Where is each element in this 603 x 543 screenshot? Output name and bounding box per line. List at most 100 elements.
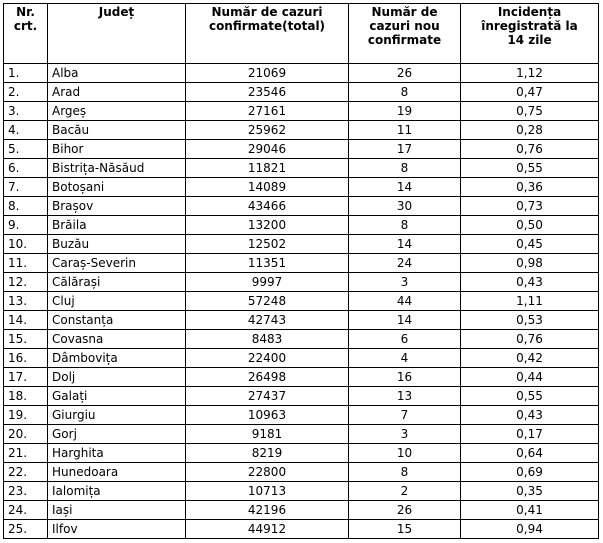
table-cell: 42196 xyxy=(185,500,349,520)
table-cell: 10713 xyxy=(185,481,349,501)
table-cell: 10963 xyxy=(185,405,349,425)
table-row: 5. Bihor 29046 17 0,76 xyxy=(3,139,599,159)
table-cell: 25962 xyxy=(185,120,349,140)
table-cell: 8 xyxy=(348,82,461,102)
table-row: 6. Bistrița-Năsăud 11821 8 0,55 xyxy=(3,158,599,178)
table-cell: 3 xyxy=(348,272,461,292)
table-row: 15. Covasna 8483 6 0,76 xyxy=(3,329,599,349)
table-row: 11. Caraș-Severin 11351 24 0,98 xyxy=(3,253,599,273)
header-text: confirmate(total) xyxy=(208,19,326,33)
table-cell: 8 xyxy=(348,215,461,235)
header-text: cazuri nou xyxy=(369,19,440,33)
table-row: 23. Ialomița 10713 2 0,35 xyxy=(3,481,599,501)
table-cell: 26 xyxy=(348,500,461,520)
table-cell: 8483 xyxy=(185,329,349,349)
table-cell: 6. xyxy=(3,158,48,178)
header-cell: Județ xyxy=(47,3,186,64)
table-row: 8. Brașov 43466 30 0,73 xyxy=(3,196,599,216)
table-cell: Dâmbovița xyxy=(47,348,186,368)
table-cell: 14 xyxy=(348,234,461,254)
table-body: 1. Alba 21069 26 1,12 2. Arad 23546 8 0,47 3. Argeș… xyxy=(3,63,599,539)
table-cell: 5. xyxy=(3,139,48,159)
table-cell: Arad xyxy=(47,82,186,102)
table-row: 4. Bacău 25962 11 0,28 xyxy=(3,120,599,140)
table-cell: Argeș xyxy=(47,101,186,121)
table-cell: Brăila xyxy=(47,215,186,235)
table-cell: 9. xyxy=(3,215,48,235)
table-cell: 0,50 xyxy=(460,215,599,235)
table-cell: 0,28 xyxy=(460,120,599,140)
table-cell: 0,41 xyxy=(460,500,599,520)
header-text: confirmate xyxy=(367,33,442,47)
table-cell: 44 xyxy=(348,291,461,311)
table-cell: 27161 xyxy=(185,101,349,121)
table-row: 10. Buzău 12502 14 0,45 xyxy=(3,234,599,254)
table-cell: 3. xyxy=(3,101,48,121)
table-cell: 11351 xyxy=(185,253,349,273)
header-text: Număr de xyxy=(371,5,438,19)
table-cell: 23. xyxy=(3,481,48,501)
table-row: 24. Iași 42196 26 0,41 xyxy=(3,500,599,520)
table-cell: Alba xyxy=(47,63,186,83)
table-row: 21. Harghita 8219 10 0,64 xyxy=(3,443,599,463)
table-cell: Harghita xyxy=(47,443,186,463)
table-cell: Galați xyxy=(47,386,186,406)
table-cell: Caraș-Severin xyxy=(47,253,186,273)
table-cell: 8 xyxy=(348,158,461,178)
table-cell: 57248 xyxy=(185,291,349,311)
table-cell: Bihor xyxy=(47,139,186,159)
table-cell: Bacău xyxy=(47,120,186,140)
table-cell: Dolj xyxy=(47,367,186,387)
table-cell: 0,76 xyxy=(460,329,599,349)
table-cell: 14 xyxy=(348,310,461,330)
table-cell: 0,76 xyxy=(460,139,599,159)
table-cell: 8219 xyxy=(185,443,349,463)
table-cell: 11. xyxy=(3,253,48,273)
table-cell: 8 xyxy=(348,462,461,482)
table-cell: 25. xyxy=(3,519,48,539)
table-cell: 6 xyxy=(348,329,461,349)
table-row: 1. Alba 21069 26 1,12 xyxy=(3,63,599,83)
header-text: Incidența xyxy=(497,5,562,19)
table-cell: Gorj xyxy=(47,424,186,444)
table-cell: 8. xyxy=(3,196,48,216)
table-cell: Călărași xyxy=(47,272,186,292)
table-cell: 26 xyxy=(348,63,461,83)
table-cell: 0,43 xyxy=(460,405,599,425)
table-cell: 18. xyxy=(3,386,48,406)
table-cell: 20. xyxy=(3,424,48,444)
table-cell: 21069 xyxy=(185,63,349,83)
table-row: 19. Giurgiu 10963 7 0,43 xyxy=(3,405,599,425)
table-cell: 23546 xyxy=(185,82,349,102)
table-cell: 0,42 xyxy=(460,348,599,368)
cases-table: Nr. crt. Județ Număr de cazuri confirmate(to… xyxy=(3,3,599,539)
table-row: 25. Ilfov 44912 15 0,94 xyxy=(3,519,599,539)
table-cell: 24 xyxy=(348,253,461,273)
table-cell: Hunedoara xyxy=(47,462,186,482)
table-cell: 13200 xyxy=(185,215,349,235)
table-cell: 0,94 xyxy=(460,519,599,539)
table-cell: 2 xyxy=(348,481,461,501)
table-cell: Ilfov xyxy=(47,519,186,539)
table-cell: 11821 xyxy=(185,158,349,178)
header-text: Județ xyxy=(98,5,135,19)
table-cell: Buzău xyxy=(47,234,186,254)
table-cell: 15. xyxy=(3,329,48,349)
header-cell: Incidența înregistrată la 14 zile xyxy=(460,3,599,64)
table-cell: 9997 xyxy=(185,272,349,292)
table-cell: 29046 xyxy=(185,139,349,159)
table-cell: 0,35 xyxy=(460,481,599,501)
table-cell: 24. xyxy=(3,500,48,520)
table-cell: 0,44 xyxy=(460,367,599,387)
table-cell: 27437 xyxy=(185,386,349,406)
header-cell: Număr de cazuri nou confirmate xyxy=(348,3,461,64)
table-cell: 22400 xyxy=(185,348,349,368)
table-cell: 12502 xyxy=(185,234,349,254)
table-cell: 44912 xyxy=(185,519,349,539)
table-cell: 9181 xyxy=(185,424,349,444)
table-cell: 1. xyxy=(3,63,48,83)
table-cell: 0,17 xyxy=(460,424,599,444)
table-cell: 17. xyxy=(3,367,48,387)
table-row: 9. Brăila 13200 8 0,50 xyxy=(3,215,599,235)
